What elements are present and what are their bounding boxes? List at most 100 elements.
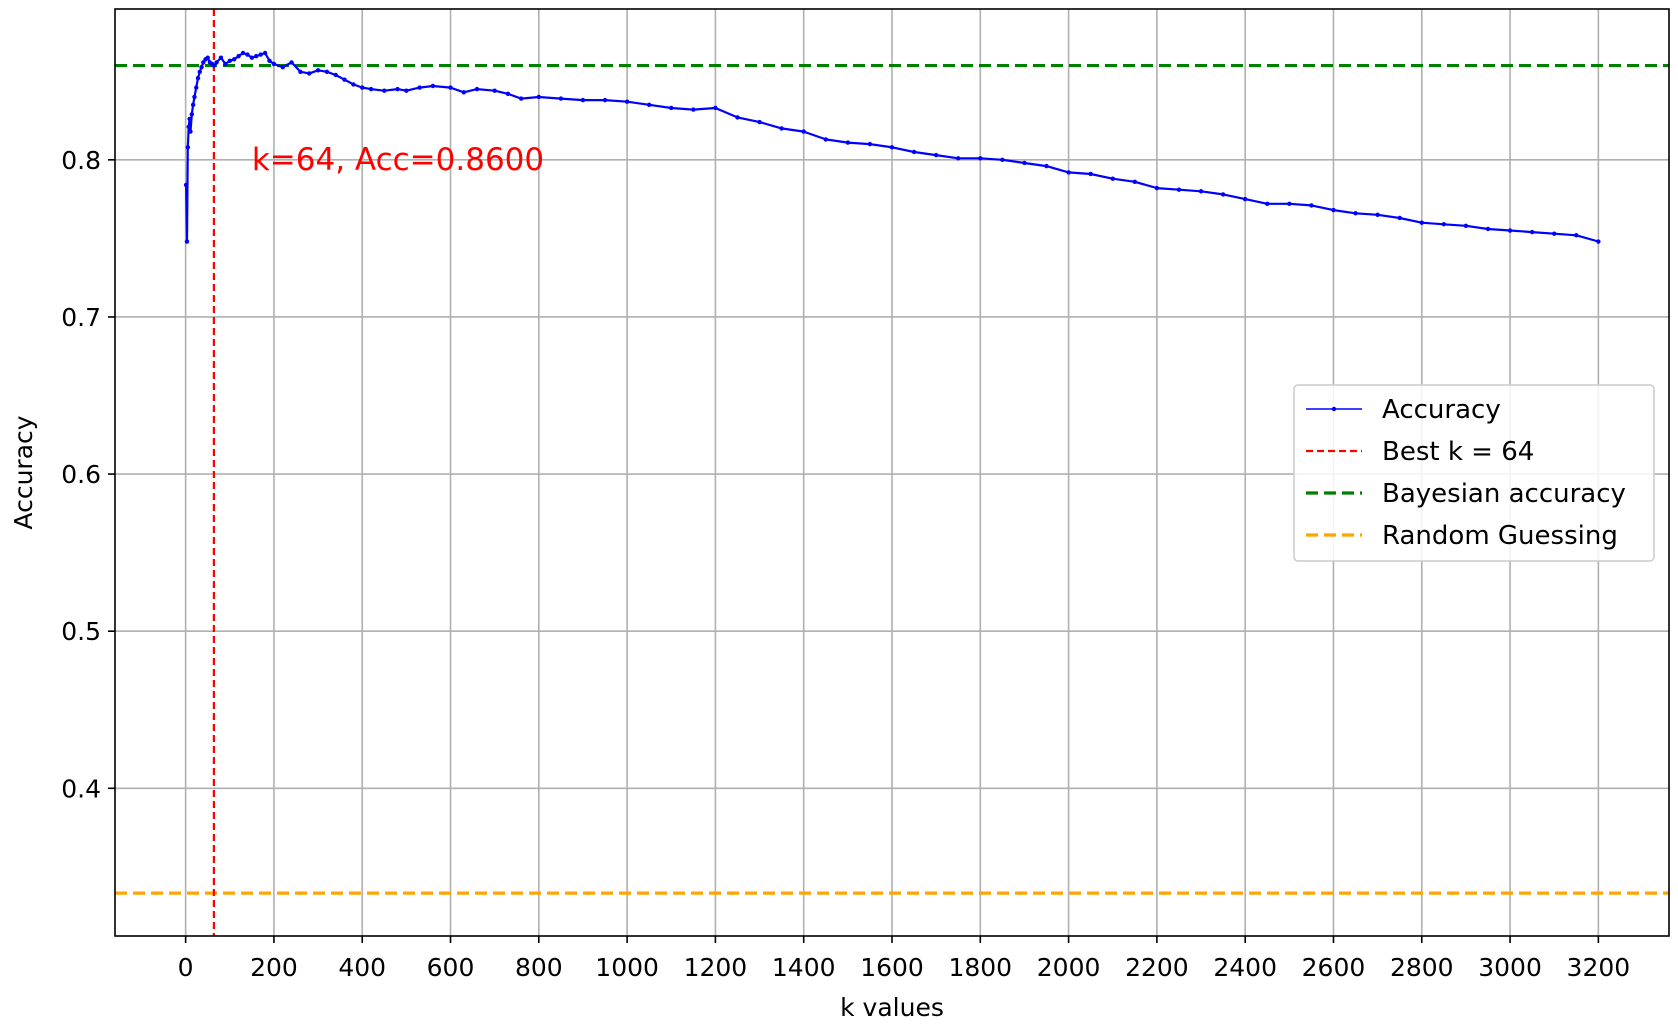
accuracy-point xyxy=(236,53,241,59)
accuracy-point xyxy=(368,86,374,92)
accuracy-point xyxy=(417,85,422,90)
accuracy-point xyxy=(580,97,586,103)
legend: Accuracy Best k = 64 Bayesian accuracy Rand… xyxy=(1293,384,1655,562)
x-tick-label: 400 xyxy=(338,953,386,982)
accuracy-point xyxy=(1441,222,1447,227)
accuracy-point xyxy=(404,88,409,93)
accuracy-point xyxy=(185,145,191,150)
accuracy-point xyxy=(1154,185,1160,191)
accuracy-point xyxy=(1463,223,1469,229)
accuracy-point xyxy=(342,77,347,82)
x-tick-label: 2600 xyxy=(1302,953,1366,982)
accuracy-point xyxy=(360,85,365,90)
accuracy-point xyxy=(461,90,466,95)
accuracy-point xyxy=(1022,160,1027,166)
x-tick-label: 3200 xyxy=(1567,953,1631,982)
accuracy-point xyxy=(205,55,210,60)
accuracy-point xyxy=(691,107,696,112)
y-tick-label: 0.6 xyxy=(61,460,101,489)
accuracy-point xyxy=(187,116,192,122)
accuracy-point xyxy=(1220,192,1226,197)
x-tick-label: 600 xyxy=(427,953,475,982)
y-tick-label: 0.4 xyxy=(61,774,101,803)
accuracy-point xyxy=(289,60,294,65)
accuracy-point xyxy=(713,105,718,111)
accuracy-point xyxy=(190,102,196,108)
accuracy-point xyxy=(395,86,400,92)
accuracy-point xyxy=(315,68,321,73)
accuracy-point xyxy=(1132,179,1138,185)
accuracy-point xyxy=(223,61,228,67)
y-tick-label: 0.5 xyxy=(61,617,101,646)
accuracy-point xyxy=(624,99,630,104)
x-tick-label: 1600 xyxy=(860,953,924,982)
legend-label: Accuracy xyxy=(1382,395,1501,425)
x-tick-label: 3000 xyxy=(1478,953,1542,982)
legend-marker xyxy=(1331,406,1337,412)
accuracy-point xyxy=(201,60,206,65)
x-tick-label: 2400 xyxy=(1213,953,1277,982)
accuracy-point xyxy=(183,182,189,188)
y-axis-ticks: 0.4 0.5 0.6 0.7 0.8 xyxy=(61,146,115,803)
accuracy-point xyxy=(307,71,312,76)
accuracy-point xyxy=(186,124,191,130)
accuracy-point xyxy=(956,156,961,161)
accuracy-point xyxy=(518,96,524,101)
accuracy-point xyxy=(271,61,277,67)
accuracy-point xyxy=(231,57,237,62)
accuracy-point xyxy=(492,88,497,93)
x-tick-label: 1400 xyxy=(772,953,836,982)
accuracy-point xyxy=(324,69,330,75)
accuracy-point xyxy=(1552,231,1557,236)
accuracy-point xyxy=(199,64,204,70)
accuracy-point xyxy=(267,58,272,64)
accuracy-point xyxy=(558,96,564,101)
accuracy-point xyxy=(1287,201,1292,207)
accuracy-point xyxy=(1419,220,1424,225)
accuracy-point xyxy=(1066,170,1071,175)
x-tick-label: 2800 xyxy=(1390,953,1454,982)
legend-box xyxy=(1293,384,1655,562)
accuracy-point xyxy=(1574,233,1579,238)
accuracy-point xyxy=(757,119,762,125)
x-tick-label: 2200 xyxy=(1125,953,1189,982)
accuracy-point xyxy=(194,85,199,90)
accuracy-point xyxy=(382,88,387,93)
accuracy-point xyxy=(351,82,356,87)
accuracy-point xyxy=(1596,239,1601,244)
accuracy-point xyxy=(505,91,511,97)
accuracy-point xyxy=(227,58,232,64)
accuracy-point xyxy=(195,75,201,81)
accuracy-point xyxy=(801,129,806,134)
legend-label: Bayesian accuracy xyxy=(1382,479,1626,509)
accuracy-point xyxy=(646,102,652,108)
accuracy-point xyxy=(474,86,480,92)
y-axis-label: Accuracy xyxy=(9,415,38,529)
accuracy-point xyxy=(430,83,436,89)
accuracy-series xyxy=(183,50,1601,244)
accuracy-point xyxy=(1331,207,1336,213)
accuracy-point xyxy=(1529,229,1535,235)
accuracy-point xyxy=(1198,189,1204,194)
accuracy-point xyxy=(448,85,453,90)
x-tick-label: 1800 xyxy=(948,953,1012,982)
accuracy-point xyxy=(669,105,674,111)
accuracy-point xyxy=(192,94,197,100)
accuracy-point xyxy=(867,141,873,147)
accuracy-point xyxy=(735,115,740,120)
accuracy-point xyxy=(258,52,263,57)
accuracy-point xyxy=(211,63,217,68)
accuracy-point xyxy=(245,52,250,57)
x-axis-label: k values xyxy=(840,993,944,1022)
x-axis-ticks: 0 200 400 600 800 1000 1200 1400 1600 1800 2000 220… xyxy=(178,936,1630,982)
accuracy-point xyxy=(1507,228,1513,233)
reference-lines xyxy=(115,9,1669,936)
accuracy-point xyxy=(218,55,224,60)
accuracy-point xyxy=(298,69,303,75)
best-k-annotation: k=64, Acc=0.8600 xyxy=(252,142,544,178)
accuracy-point xyxy=(333,72,338,78)
y-tick-label: 0.8 xyxy=(61,146,101,175)
x-tick-label: 1200 xyxy=(684,953,748,982)
accuracy-point xyxy=(249,55,255,60)
